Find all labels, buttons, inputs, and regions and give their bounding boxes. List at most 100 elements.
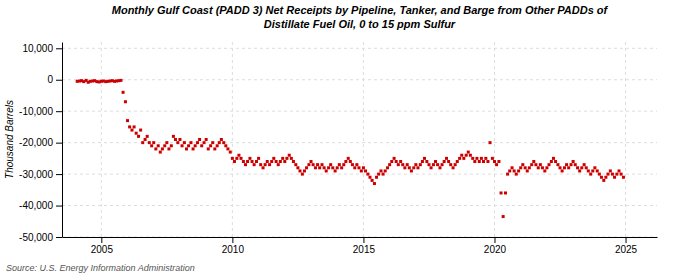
x-tick-label: 2005 — [91, 244, 114, 255]
point — [565, 163, 568, 166]
point — [288, 154, 291, 157]
point — [543, 169, 546, 172]
point — [277, 163, 280, 166]
point — [432, 163, 435, 166]
point — [351, 163, 354, 166]
point — [548, 163, 551, 166]
point — [198, 138, 201, 141]
point — [133, 125, 136, 128]
point — [401, 163, 404, 166]
x-tick-mark — [101, 237, 102, 243]
y-tick: 10,000 — [22, 43, 62, 54]
point — [596, 169, 599, 172]
point — [119, 79, 122, 82]
y-tick-mark — [56, 237, 62, 238]
point — [259, 163, 262, 166]
point — [556, 163, 559, 166]
point — [347, 157, 350, 160]
point — [305, 166, 308, 169]
points — [76, 79, 625, 218]
point — [480, 157, 483, 160]
point — [532, 160, 535, 163]
point — [593, 166, 596, 169]
point — [321, 163, 324, 166]
point — [604, 176, 607, 179]
point — [237, 154, 240, 157]
chart: 2005201020152020202510,0000-10,000-20,00… — [0, 0, 675, 275]
point — [296, 166, 299, 169]
point — [203, 141, 206, 144]
point — [515, 173, 518, 176]
point — [220, 138, 223, 141]
point — [253, 163, 256, 166]
grid-line-x — [494, 42, 495, 237]
point — [167, 147, 170, 150]
point — [484, 157, 487, 160]
point — [600, 176, 603, 179]
point — [561, 169, 564, 172]
point — [137, 135, 140, 138]
point — [165, 141, 168, 144]
point — [226, 147, 229, 150]
point — [279, 160, 282, 163]
point — [375, 176, 378, 179]
y-tick-label: -30,000 — [19, 169, 53, 180]
y-tick-mark — [56, 80, 62, 81]
point — [519, 166, 522, 169]
point — [187, 144, 190, 147]
y-axis-line — [62, 43, 63, 238]
point — [403, 166, 406, 169]
y-tick-mark — [56, 111, 62, 112]
point — [436, 163, 439, 166]
point — [456, 160, 459, 163]
point — [412, 166, 415, 169]
y-tick-label: -40,000 — [19, 200, 53, 211]
y-tick-label: -20,000 — [19, 137, 53, 148]
grid-line-y — [62, 174, 657, 175]
y-tick-mark — [56, 174, 62, 175]
point — [452, 166, 455, 169]
point — [467, 151, 470, 154]
point — [486, 160, 489, 163]
grid-line-x — [232, 42, 233, 237]
point — [421, 160, 424, 163]
point — [388, 163, 391, 166]
x-tick: 2025 — [615, 237, 638, 255]
x-tick-mark — [232, 237, 233, 243]
grid-line-x — [363, 42, 364, 237]
point — [530, 163, 533, 166]
point — [554, 160, 557, 163]
point — [353, 166, 356, 169]
y-tick: -50,000 — [19, 232, 62, 243]
point — [362, 166, 365, 169]
point — [445, 157, 448, 160]
grid-line-y — [62, 237, 657, 238]
point — [312, 163, 315, 166]
point — [617, 169, 620, 172]
y-tick-label: -10,000 — [19, 106, 53, 117]
point — [513, 169, 516, 172]
point — [587, 169, 590, 172]
point — [325, 169, 328, 172]
grid-line-x — [101, 42, 102, 237]
y-tick: -40,000 — [19, 200, 62, 211]
point — [506, 173, 509, 176]
point — [209, 144, 212, 147]
point — [283, 160, 286, 163]
point — [255, 160, 258, 163]
point — [602, 179, 605, 182]
point — [229, 151, 232, 154]
point — [511, 166, 514, 169]
point — [360, 169, 363, 172]
point — [583, 163, 586, 166]
point — [526, 169, 529, 172]
point — [606, 173, 609, 176]
point — [275, 160, 278, 163]
y-tick: -20,000 — [19, 137, 62, 148]
point — [537, 166, 540, 169]
point — [126, 119, 129, 122]
point — [331, 166, 334, 169]
point — [323, 166, 326, 169]
point — [373, 182, 376, 185]
point — [130, 129, 133, 132]
